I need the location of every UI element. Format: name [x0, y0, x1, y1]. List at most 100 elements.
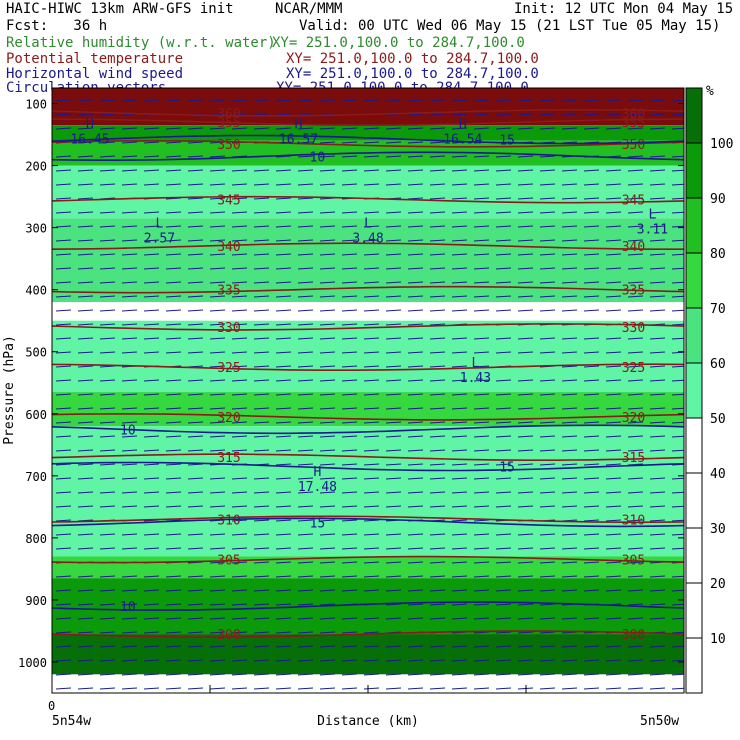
wind-speed-contour: [52, 424, 684, 435]
circulation-vector: [473, 603, 490, 606]
circulation-vector: [55, 547, 72, 550]
circulation-vector: [671, 365, 684, 368]
circulation-vector: [363, 127, 380, 130]
circulation-vector: [649, 225, 666, 228]
circulation-vector: [451, 253, 468, 256]
circulation-vector: [583, 617, 600, 620]
circulation-vector: [275, 477, 292, 480]
circulation-vector: [275, 267, 292, 270]
circulation-vector: [319, 99, 336, 102]
circulation-vector: [407, 323, 424, 326]
circulation-vector: [363, 267, 380, 270]
circulation-vector: [297, 617, 314, 620]
circulation-vector: [385, 561, 402, 564]
circulation-vector: [165, 645, 182, 648]
circulation-vector: [209, 561, 226, 564]
circulation-vector: [319, 421, 336, 424]
init-time: Init: 12 UTC Mon 04 May 15: [514, 1, 734, 17]
circulation-vector: [165, 141, 182, 144]
circulation-vector: [495, 547, 512, 550]
circulation-vector: [187, 421, 204, 424]
circulation-vector: [605, 183, 622, 186]
circulation-vector: [539, 351, 556, 354]
circulation-vector: [209, 491, 226, 494]
circulation-vector: [209, 267, 226, 270]
circulation-vector: [429, 337, 446, 340]
circulation-vector: [165, 491, 182, 494]
circulation-vector: [539, 127, 556, 130]
circulation-vector: [231, 183, 248, 186]
circulation-vector: [605, 379, 622, 382]
circulation-vector: [407, 225, 424, 228]
circulation-vector: [231, 211, 248, 214]
circulation-vector: [341, 589, 358, 592]
circulation-vector: [275, 379, 292, 382]
circulation-vector: [561, 365, 578, 368]
circulation-vector: [649, 351, 666, 354]
circulation-vector: [319, 435, 336, 438]
circulation-vector: [671, 393, 684, 396]
circulation-vector: [671, 631, 684, 634]
circulation-vector: [649, 309, 666, 312]
circulation-vector: [583, 547, 600, 550]
circulation-vector: [121, 631, 138, 634]
circulation-vector: [473, 337, 490, 340]
circulation-vector: [165, 225, 182, 228]
circulation-vector: [539, 463, 556, 466]
circulation-vector: [319, 281, 336, 284]
circulation-vector: [473, 239, 490, 242]
circulation-vector: [55, 687, 72, 690]
circulation-vector: [187, 183, 204, 186]
circulation-vector: [583, 449, 600, 452]
circulation-vector: [143, 533, 160, 536]
circulation-vector: [275, 547, 292, 550]
circulation-vector: [627, 309, 644, 312]
circulation-vector: [627, 659, 644, 662]
circulation-vector: [143, 687, 160, 690]
circulation-vector: [649, 169, 666, 172]
circulation-vector: [407, 449, 424, 452]
circulation-vector: [165, 463, 182, 466]
circulation-vector: [517, 407, 534, 410]
wind-speed-label: 10: [120, 600, 136, 615]
circulation-vector: [187, 477, 204, 480]
circulation-vector: [121, 141, 138, 144]
circulation-vector: [473, 589, 490, 592]
circulation-vector: [275, 169, 292, 172]
circulation-vector: [341, 99, 358, 102]
circulation-vector: [363, 281, 380, 284]
circulation-vector: [187, 589, 204, 592]
circulation-vector: [539, 589, 556, 592]
y-tick-label: 100: [25, 98, 47, 112]
rh-band: [52, 165, 684, 191]
circulation-vector: [55, 645, 72, 648]
circulation-vector: [363, 239, 380, 242]
circulation-vector: [121, 463, 138, 466]
circulation-vector: [407, 239, 424, 242]
theta-contour-label: 360: [622, 107, 645, 122]
circulation-vector: [99, 659, 116, 662]
circulation-vector: [451, 463, 468, 466]
circulation-vector: [407, 113, 424, 116]
circulation-vector: [297, 603, 314, 606]
circulation-vector: [517, 99, 534, 102]
circulation-vector: [561, 309, 578, 312]
circulation-vector: [561, 379, 578, 382]
circulation-vector: [253, 449, 270, 452]
circulation-vector: [341, 141, 358, 144]
circulation-vector: [99, 533, 116, 536]
circulation-vector: [539, 477, 556, 480]
circulation-vector: [99, 225, 116, 228]
circulation-vector: [605, 239, 622, 242]
theta-contour: [52, 195, 684, 204]
circulation-vector: [363, 687, 380, 690]
circulation-vector: [275, 589, 292, 592]
circulation-vector: [627, 211, 644, 214]
circulation-vector: [231, 491, 248, 494]
circulation-vector: [231, 645, 248, 648]
circulation-vector: [121, 533, 138, 536]
extremum-value: 16.45: [70, 132, 109, 147]
circulation-vector: [407, 99, 424, 102]
circulation-vector: [341, 449, 358, 452]
circulation-vector: [539, 253, 556, 256]
